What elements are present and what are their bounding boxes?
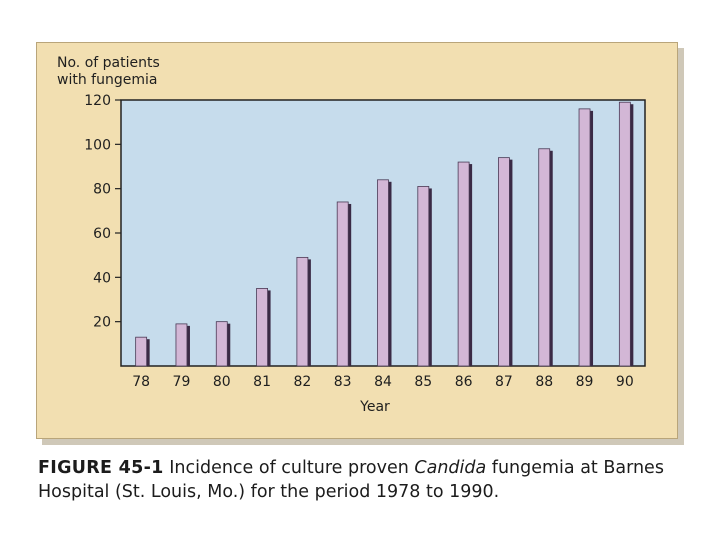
- x-axis-label: Year: [359, 399, 390, 415]
- bar-86: [457, 161, 470, 367]
- bars: [135, 101, 634, 367]
- bar-89: [578, 108, 591, 367]
- y-tick-label: 80: [93, 182, 111, 198]
- bar-80: [215, 321, 228, 367]
- bar-90: [618, 101, 631, 367]
- x-tick-label: 80: [213, 374, 231, 390]
- x-tick-label: 87: [495, 374, 513, 390]
- bar-87: [498, 157, 510, 367]
- x-tick-label: 89: [576, 374, 594, 390]
- x-tick-label: 85: [414, 374, 432, 390]
- x-tick-label: 86: [455, 374, 473, 390]
- figure-panel: No. of patients with fungemia 20 40 60 80 10…: [36, 42, 678, 439]
- x-tick-label: 78: [132, 374, 150, 390]
- figure-number: FIGURE 45-1: [38, 458, 164, 478]
- y-tick-label: 120: [84, 93, 111, 109]
- y-tick-label: 60: [93, 226, 111, 242]
- x-tick-label: 83: [334, 374, 352, 390]
- caption-text-1: Incidence of culture proven: [163, 458, 415, 478]
- bar-78: [135, 336, 148, 367]
- caption-text-2: fungemia at Barnes Hospital (St. Louis, …: [38, 458, 664, 502]
- y-axis-ticks: 20 40 60 80 100 120: [84, 93, 121, 331]
- y-tick-label: 20: [93, 315, 111, 331]
- y-axis-label-line-1: No. of patients: [57, 55, 160, 71]
- y-tick-label: 100: [84, 137, 111, 153]
- caption-italic: Candida: [414, 458, 487, 478]
- bar-85: [417, 186, 430, 367]
- x-tick-label: 90: [616, 374, 634, 390]
- bar-82: [296, 256, 309, 367]
- bar-81: [256, 288, 268, 367]
- bar-88: [538, 148, 551, 367]
- x-axis-ticks: 78 79 80 81 82 83 84 85 86 87 88 89 90: [132, 374, 634, 390]
- x-tick-label: 82: [293, 374, 311, 390]
- x-tick-label: 84: [374, 374, 392, 390]
- bar-chart: No. of patients with fungemia 20 40 60 80 10…: [57, 55, 646, 415]
- bar-83: [336, 201, 349, 367]
- bar-84: [377, 179, 389, 367]
- bar-79: [175, 323, 188, 367]
- x-tick-label: 81: [253, 374, 271, 390]
- x-tick-label: 88: [535, 374, 553, 390]
- x-tick-label: 79: [173, 374, 191, 390]
- y-axis-label-line-2: with fungemia: [57, 72, 157, 88]
- y-tick-label: 40: [93, 270, 111, 286]
- figure-caption: FIGURE 45-1 Incidence of culture proven …: [38, 456, 698, 504]
